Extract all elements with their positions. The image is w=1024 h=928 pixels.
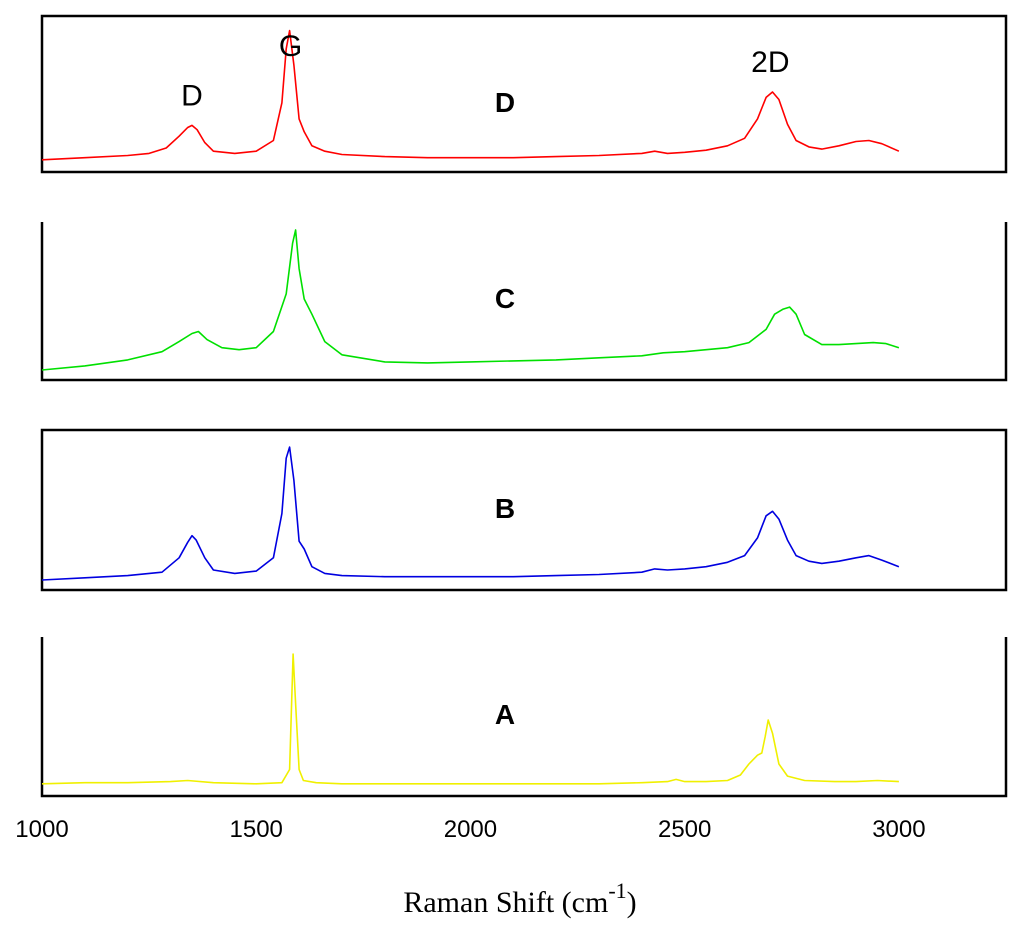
- panel-b: B: [40, 428, 1008, 592]
- peak-label-2d: 2D: [751, 46, 789, 79]
- panel-label-c: C: [495, 283, 515, 314]
- panel-a: A: [40, 637, 1008, 798]
- spectrum-line-b: [41, 446, 900, 581]
- x-tick-label-1000: 1000: [15, 816, 68, 843]
- panel-frame-d: [40, 14, 1008, 174]
- spectrum-line-c: [41, 229, 900, 371]
- panel-label-b: B: [495, 493, 515, 524]
- x-tick-label-2500: 2500: [658, 816, 711, 843]
- x-tick-label-3000: 3000: [872, 816, 925, 843]
- panel-frame-c: [40, 222, 1008, 382]
- panel-label-d: D: [495, 87, 515, 118]
- x-axis-title: Raman Shift (cm-1): [403, 878, 636, 919]
- spectrum-panels: D D G 2D C B A: [40, 14, 1008, 798]
- x-tick-label-2000: 2000: [444, 816, 497, 843]
- panel-c: C: [40, 222, 1008, 382]
- x-axis: 1000 1500 2000 2500 3000: [15, 816, 925, 843]
- panel-frame-b: [40, 428, 1008, 592]
- panel-frame-a: [40, 637, 1008, 798]
- spectrum-line-d: [41, 29, 900, 161]
- panel-label-a: A: [495, 699, 515, 730]
- x-tick-label-1500: 1500: [230, 816, 283, 843]
- peak-label-g: G: [279, 30, 302, 63]
- x-axis-title-superscript: -1: [608, 878, 626, 903]
- panel-d: D D G 2D: [40, 14, 1008, 174]
- x-axis-title-main: Raman Shift (cm: [403, 886, 608, 919]
- x-axis-title-close: ): [627, 886, 637, 919]
- spectrum-line-a: [41, 653, 899, 785]
- peak-label-d: D: [181, 79, 203, 112]
